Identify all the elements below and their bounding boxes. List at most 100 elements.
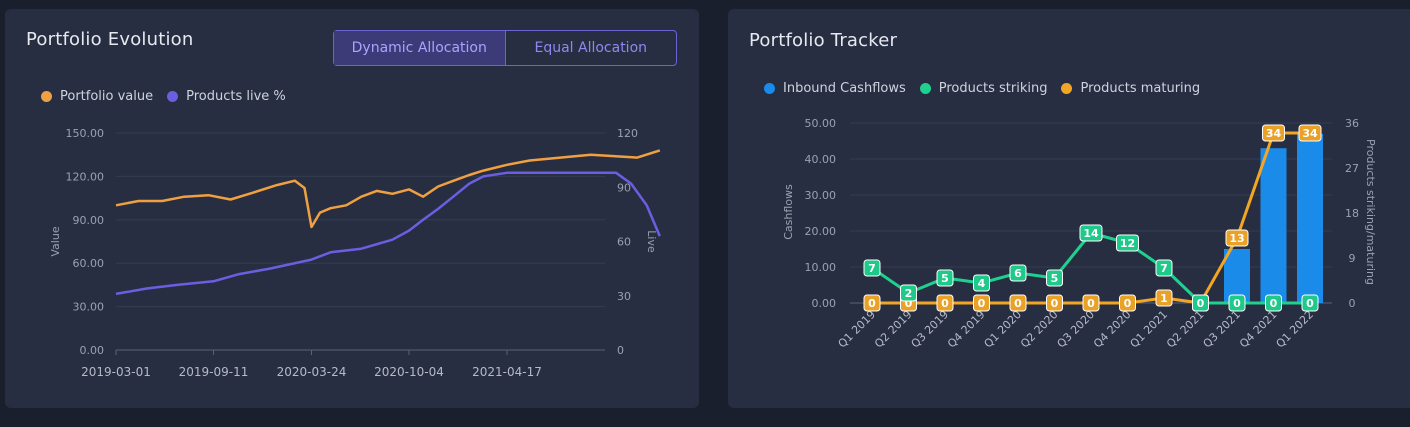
portfolio-value-line [115, 149, 661, 229]
data-label-box [1009, 264, 1027, 282]
data-label: 2 [905, 287, 913, 300]
dynamic-allocation-button[interactable]: Dynamic Allocation [334, 31, 505, 65]
x-tick-label: 2020-03-24 [277, 365, 347, 379]
y-tick-label: 60.00 [73, 257, 105, 270]
legend-item-products-maturing[interactable]: Products maturing [1061, 81, 1200, 96]
data-label-box [1082, 294, 1100, 312]
y-tick-label: 90.00 [73, 214, 105, 227]
data-label: 6 [1014, 267, 1022, 280]
data-label: 0 [1233, 297, 1241, 310]
data-label: 4 [978, 277, 986, 290]
data-label-box [936, 269, 954, 287]
data-label: 34 [1302, 127, 1318, 140]
portfolio-evolution-title: Portfolio Evolution [26, 29, 194, 50]
data-label-box [1228, 294, 1246, 312]
legend-item-inbound-cashflows[interactable]: Inbound Cashflows [764, 81, 906, 96]
legend-dot-icon [1061, 83, 1073, 94]
legend-dot-icon [764, 83, 775, 94]
legend-dot-icon [41, 91, 52, 102]
y-tick-label: 10.00 [805, 261, 837, 274]
evolution-legend: Portfolio value Products live % [41, 89, 300, 104]
x-tick-label: Q1 2022 [1274, 308, 1317, 351]
data-label-box [863, 259, 881, 277]
y2-axis-label: Products striking/maturing [1364, 139, 1377, 285]
legend-dot-icon [919, 83, 931, 94]
data-label: 0 [1270, 297, 1278, 310]
data-label-box [1079, 224, 1103, 242]
legend-dot-icon [167, 91, 179, 102]
data-label-box [1119, 294, 1136, 312]
data-label: 0 [1051, 297, 1059, 310]
portfolio-tracker-panel: Portfolio Tracker Inbound Cashflows Prod… [728, 9, 1410, 408]
data-label: 7 [1160, 262, 1168, 275]
data-label-box [1155, 289, 1173, 307]
data-label: 0 [1014, 297, 1022, 310]
legend-item-products-striking[interactable]: Products striking [919, 81, 1048, 96]
data-label-box [1116, 234, 1139, 252]
portfolio-tracker-chart: 0.0010.0020.0030.0040.0050.0009182736Cas… [782, 117, 1377, 351]
portfolio-tracker-title: Portfolio Tracker [749, 30, 898, 51]
data-label-box [1192, 294, 1209, 312]
y-tick-label: 40.00 [805, 153, 837, 166]
data-label: 1 [1160, 292, 1168, 305]
y2-tick-label: 30 [617, 290, 631, 303]
y2-tick-label: 9 [1349, 252, 1356, 265]
y-axis-label: Cashflows [782, 184, 795, 240]
data-label-box [1155, 259, 1173, 277]
cashflow-bar [1224, 249, 1250, 303]
y2-axis-label: Live [645, 230, 658, 253]
tracker-legend: Inbound Cashflows Products striking Prod… [764, 81, 1214, 96]
data-label: 0 [868, 297, 876, 310]
y2-tick-label: 0 [1349, 297, 1356, 310]
data-label-box [1046, 269, 1063, 287]
data-label-box [1046, 294, 1063, 312]
legend-label: Products striking [938, 81, 1048, 96]
y2-tick-label: 27 [1345, 162, 1359, 175]
cashflow-bar [1260, 148, 1287, 303]
data-label: 5 [941, 272, 949, 285]
data-label: 7 [868, 262, 876, 275]
data-label: 0 [1087, 297, 1095, 310]
data-label: 0 [1306, 297, 1314, 310]
data-label-box [863, 294, 881, 312]
data-label: 12 [1120, 237, 1135, 250]
data-label-box [973, 294, 990, 312]
legend-label: Products maturing [1080, 81, 1201, 96]
y2-tick-label: 90 [617, 181, 631, 194]
legend-label: Products live % [186, 89, 286, 104]
x-tick-label: 2021-04-17 [472, 365, 542, 379]
equal-allocation-button[interactable]: Equal Allocation [504, 31, 677, 65]
x-tick-label: Q2 2020 [1018, 308, 1061, 351]
x-tick-label: Q2 2019 [872, 308, 915, 351]
data-label-box [1262, 124, 1285, 142]
data-label-box [936, 294, 954, 312]
x-tick-label: Q4 2019 [945, 308, 988, 351]
y-tick-label: 150.00 [66, 127, 105, 140]
legend-label: Inbound Cashflows [783, 81, 906, 96]
x-tick-label: Q3 2021 [1201, 308, 1244, 351]
data-label: 0 [1124, 297, 1132, 310]
legend-item-products-live[interactable]: Products live % [167, 89, 286, 104]
data-label: 0 [978, 297, 986, 310]
legend-item-portfolio-value[interactable]: Portfolio value [41, 89, 153, 104]
data-label-box [1009, 294, 1027, 312]
x-tick-label: 2020-10-04 [374, 365, 444, 379]
y-axis-label: Value [49, 226, 62, 256]
x-tick-label: Q1 2020 [982, 308, 1025, 351]
y-tick-label: 50.00 [805, 117, 837, 130]
data-label-box [1225, 229, 1249, 247]
data-label-box [973, 274, 990, 292]
y-tick-label: 20.00 [805, 225, 837, 238]
data-label: 14 [1083, 227, 1099, 240]
y2-tick-label: 0 [617, 344, 624, 357]
x-tick-label: Q2 2021 [1164, 308, 1207, 351]
y-tick-label: 30.00 [805, 189, 837, 202]
portfolio-evolution-panel: Portfolio Evolution Dynamic Allocation E… [5, 9, 699, 408]
y2-tick-label: 60 [617, 236, 631, 249]
y-tick-label: 0.00 [812, 297, 837, 310]
data-label: 0 [1197, 297, 1205, 310]
x-tick-label: Q3 2020 [1055, 308, 1098, 351]
products-live-line [115, 171, 661, 296]
data-label-box [1265, 294, 1282, 312]
y2-tick-label: 36 [1345, 117, 1359, 130]
